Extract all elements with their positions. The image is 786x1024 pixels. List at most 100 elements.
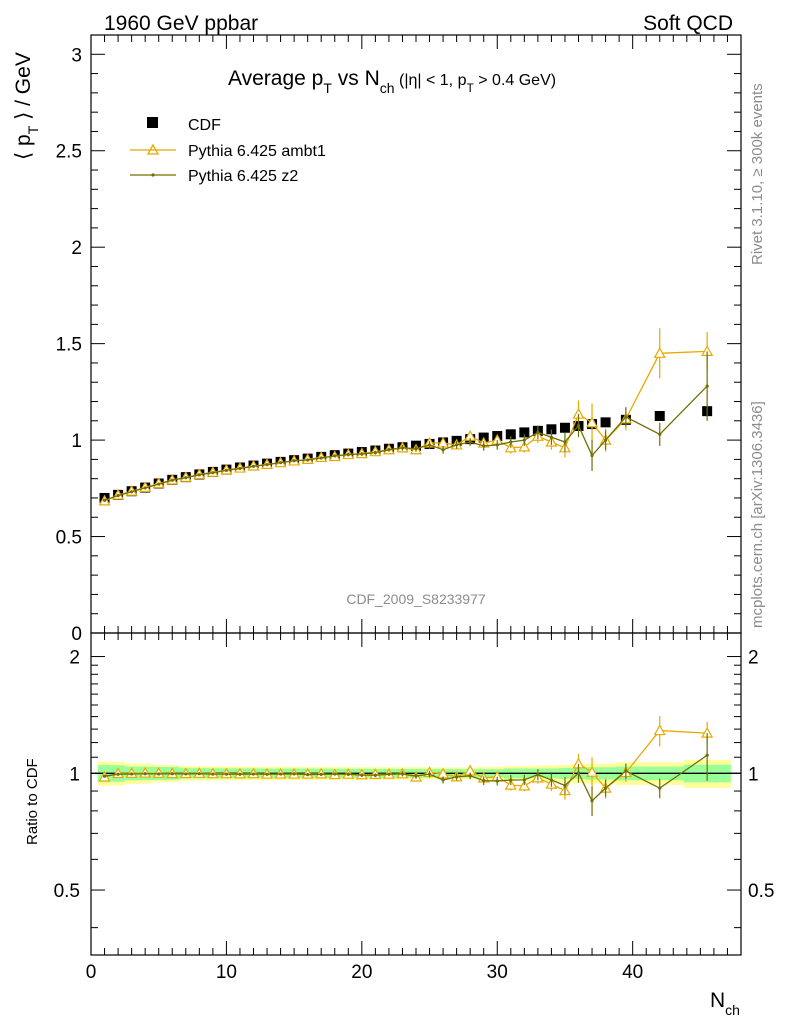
ratio-point-z2 [441,778,445,782]
data-point-cdf [600,417,611,428]
ratio-point-z2 [576,771,581,775]
ratio-point-ambt1 [653,724,666,736]
data-point-z2 [624,415,628,419]
data-point-z2 [468,440,472,444]
ratio-point-z2 [509,778,513,782]
legend-label-z2: Pythia 6.425 z2 [188,168,298,185]
y-tick-label: 1 [71,431,82,452]
data-point-z2 [319,456,323,460]
ratio-point-z2 [170,772,174,776]
data-point-z2 [143,486,147,490]
ratio-point-z2 [143,772,147,776]
data-point-z2 [116,494,120,498]
data-point-z2 [224,468,229,472]
x-tick-label: 30 [487,962,508,983]
data-point-z2 [536,430,540,434]
data-point-z2 [522,438,526,442]
data-point-z2 [373,451,377,455]
data-point-z2 [563,440,567,444]
data-series [98,328,714,817]
ratio-tick-label: 1 [69,764,80,785]
data-point-cdf [559,422,570,433]
data-point-z2 [360,452,364,456]
ratio-point-z2 [251,772,256,776]
ratio-plot-frame [90,632,742,956]
data-point-z2 [400,446,405,450]
ratio-point-z2 [102,774,107,778]
header-right: Soft QCD [643,12,733,35]
data-point-z2 [509,440,513,444]
data-point-cdf [546,424,557,435]
data-point-z2 [184,476,188,480]
ratio-point-z2 [468,774,472,778]
data-point-z2 [211,471,215,475]
data-point-z2 [705,384,709,388]
ratio-point-z2 [603,786,608,790]
data-point-z2 [278,461,283,465]
x-tick-label: 10 [216,962,237,983]
ratio-point-z2 [590,799,594,803]
y-tick-label: 0 [71,624,82,645]
y-tick-label: 0.5 [56,528,82,549]
data-point-z2 [333,454,337,458]
ratio-point-z2 [306,773,310,777]
data-point-z2 [441,448,445,452]
data-point-cdf [505,429,516,440]
x-tick-label: 40 [622,962,643,983]
mcplots-label: mcplots.cern.ch [arXiv:1306.3436] [749,401,766,628]
ratio-point-z2 [563,783,567,788]
data-point-ambt1 [653,347,666,358]
ratio-tick-label: 0.5 [54,881,80,902]
data-point-ambt1 [586,416,599,428]
ratio-point-z2 [482,778,486,783]
data-point-cdf [654,410,665,421]
data-point-z2 [387,448,391,452]
ratio-point-z2 [265,772,269,776]
ratio-point-z2 [333,772,337,776]
ratio-y-axis-label: Ratio to CDF [24,758,41,845]
header-left: 1960 GeV ppbar [104,12,258,35]
data-point-z2 [157,482,161,486]
data-point-z2 [576,424,581,428]
ratio-point-z2 [455,775,459,779]
data-point-z2 [197,473,201,477]
ratio-point-ambt1 [586,765,599,777]
ratio-point-z2 [238,772,242,776]
ratio-point-z2 [346,772,350,776]
analysis-watermark: CDF_2009_S8233977 [346,591,486,607]
y-tick-label: 1.5 [56,335,82,356]
data-point-z2 [590,453,594,458]
legend: CDF Pythia 6.425 ambt1 Pythia 6.425 z2 [130,117,326,185]
data-point-z2 [170,478,174,482]
y-tick-label: 2 [71,238,82,259]
data-point-z2 [292,459,296,463]
data-point-cdf [519,427,530,438]
ratio-point-z2 [427,772,432,776]
ratio-tick-label-right: 2 [748,648,759,669]
x-tick-label: 0 [86,962,97,983]
data-point-z2 [482,444,486,448]
data-point-z2 [346,452,350,457]
rivet-label: Rivet 3.1.10, ≥ 300k events [749,83,766,265]
ratio-point-z2 [184,772,188,776]
data-point-z2 [265,462,269,467]
ratio-point-z2 [292,772,296,776]
legend-label-ambt1: Pythia 6.425 ambt1 [188,143,326,160]
y-tick-label: 3 [71,45,82,66]
ratio-tick-label-right: 0.5 [748,881,774,902]
ratio-point-z2 [414,774,418,778]
data-point-z2 [130,490,134,494]
tick-labels: 0 10 20 30 40 0 0.5 1 1.5 2 2.5 3 0.5 0.5 1 1 2 2 [54,45,775,983]
ratio-point-z2 [522,778,526,782]
ratio-point-z2 [211,772,215,776]
ratio-point-z2 [197,772,201,776]
y-axis-label: ⟨ pT ⟩ / GeV [12,52,41,160]
ratio-tick-label: 2 [69,648,80,669]
ratio-point-z2 [116,772,120,776]
ratio-point-ambt1 [518,779,531,791]
legend-marker-ambt1 [146,143,160,155]
data-point-z2 [495,443,499,447]
data-point-ambt1 [518,440,531,452]
ratio-point-z2 [549,778,554,782]
